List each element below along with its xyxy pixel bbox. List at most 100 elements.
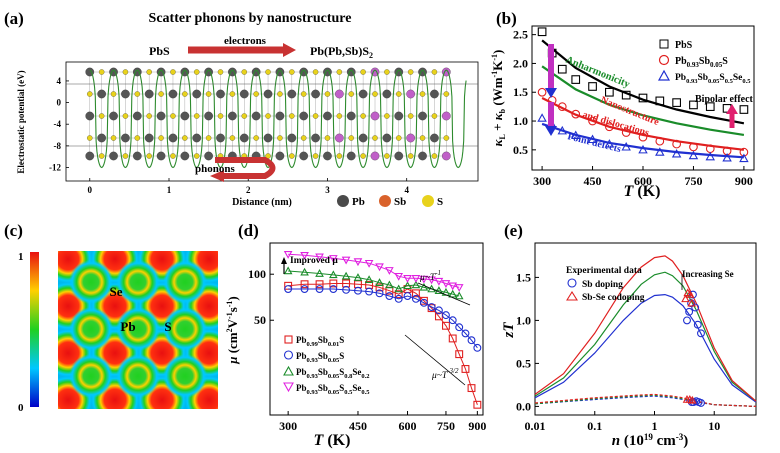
panel-b-fit-line	[541, 122, 744, 159]
panel-e-xtick-label: 10	[708, 419, 720, 433]
s-atom	[419, 135, 426, 141]
e-legend-label-sb: Sb doping	[582, 280, 623, 290]
pb-atom	[180, 111, 190, 121]
panel-d-point	[454, 291, 464, 300]
pb-atom	[132, 151, 142, 161]
panel-a-ytick-label: -4	[54, 119, 62, 129]
pb-atom	[418, 151, 427, 161]
pbsbsse-legend-marker	[657, 69, 671, 81]
panel-a-ytick-label: 0	[57, 98, 62, 108]
e-legend-marker-sbse	[566, 290, 578, 301]
colorbar-min: 0	[18, 402, 24, 414]
right-material-label: Pb(Pb,Sb)S2	[310, 44, 373, 60]
potential-curve	[89, 69, 467, 169]
s-atom	[360, 153, 366, 159]
s-atom	[289, 69, 295, 75]
panel-b-point	[689, 100, 698, 110]
panel-b-fit-line	[541, 39, 745, 125]
colorbar	[30, 252, 39, 407]
s-atom	[87, 135, 93, 141]
panel-e: (e) 0.01 0.1 1 10 0.0 0.5 1.0 1.5 Experimental …	[501, 221, 757, 449]
panel-e-xlabel: n (1019 cm-3)	[612, 432, 689, 449]
s-atom	[372, 135, 378, 141]
panel-b-point	[557, 102, 567, 111]
s-atom	[182, 91, 188, 97]
pb-legend-label: Pb	[352, 196, 365, 208]
panel-b-ytick-label: 0.5	[513, 143, 528, 157]
pb-atom	[97, 133, 107, 143]
panel-a-xtick-label: 0	[88, 185, 93, 195]
s-atom	[324, 135, 331, 141]
panel-d-point	[411, 275, 421, 283]
panel-d-point	[467, 384, 476, 393]
panel-d-point	[300, 267, 309, 276]
panel-d-point	[455, 323, 464, 332]
panel-e-model-curve	[534, 271, 757, 402]
panel-d-point	[427, 276, 436, 285]
panel-d-point	[364, 275, 374, 284]
panel-e-point	[685, 307, 694, 316]
s-atom	[134, 135, 141, 141]
panel-d-xtick-label: 900	[468, 419, 486, 433]
pb-atom	[85, 111, 95, 121]
pb-atom	[287, 133, 297, 143]
panel-b-point	[638, 132, 648, 142]
panel-d-plot-frame	[269, 242, 484, 416]
panel-d-point	[419, 275, 429, 284]
panel-d-point	[454, 284, 464, 292]
panel-e-plot-frame	[534, 242, 757, 416]
panel-d-point	[353, 258, 363, 267]
pb-atom	[216, 89, 225, 99]
s-atom	[205, 91, 212, 97]
panel-d: (d) 300 450 600 750 900 50 100 Improved μ μ~T-…	[225, 221, 486, 449]
panel-e-point	[685, 290, 695, 298]
panel-b-point	[537, 113, 547, 122]
pb-atom	[168, 133, 178, 143]
panel-a-xtick-label: 3	[325, 185, 330, 195]
pb-atom	[85, 151, 95, 161]
panel-b-point	[537, 87, 547, 97]
panel-d-point	[419, 282, 429, 291]
panel-d-point	[434, 306, 443, 315]
panel-b-point	[705, 151, 716, 161]
anion-density-spot	[163, 354, 207, 398]
panel-b-label: (b)	[496, 9, 517, 28]
panel-b-point	[655, 96, 665, 106]
panel-b-point	[688, 150, 699, 160]
s-atom	[241, 69, 248, 75]
pb-atom	[275, 111, 285, 121]
e-legend-title: Experimental data	[566, 266, 642, 276]
panel-e-point	[687, 298, 697, 307]
panel-e-model-curve	[534, 293, 757, 403]
pbsbs-legend-marker	[658, 54, 670, 66]
panel-b-xtick-label: 450	[584, 174, 602, 188]
s-atom	[384, 69, 390, 75]
pb-atom	[370, 111, 380, 121]
anharmonicity-arrowhead	[545, 88, 557, 98]
pb-atom	[109, 111, 118, 121]
panel-d-point	[411, 289, 420, 298]
point-defects-label: Point defects	[566, 131, 622, 155]
slope-minus1-guide	[417, 282, 471, 306]
panel-d-point	[342, 285, 351, 294]
pb-atom	[406, 89, 416, 99]
panel-d-ytick-label: 50	[254, 313, 266, 327]
panel-e-xtick-label: 1	[651, 419, 657, 433]
panel-e-point	[681, 294, 690, 303]
panel-b-xlabel: T (K)	[624, 183, 661, 200]
s-atom	[170, 113, 176, 119]
panel-d-point	[315, 253, 324, 262]
d-legend-marker-2	[283, 350, 294, 360]
panel-e-point	[688, 290, 697, 299]
pb-atom	[430, 89, 439, 99]
panel-d-point	[434, 277, 444, 286]
s-atom	[158, 135, 164, 141]
panel-b-ylabel: κL + κb (Wm-1K-1)	[490, 50, 507, 147]
pbsbs-legend-label: Pb0.93Sb0.05S	[675, 56, 728, 69]
panel-a-label: (a)	[4, 9, 24, 28]
panel-d-point	[434, 286, 444, 294]
panel-d-point	[364, 259, 374, 268]
phonons-arrowhead	[210, 170, 224, 182]
s-atom	[193, 69, 200, 75]
pb-atom	[192, 133, 202, 143]
